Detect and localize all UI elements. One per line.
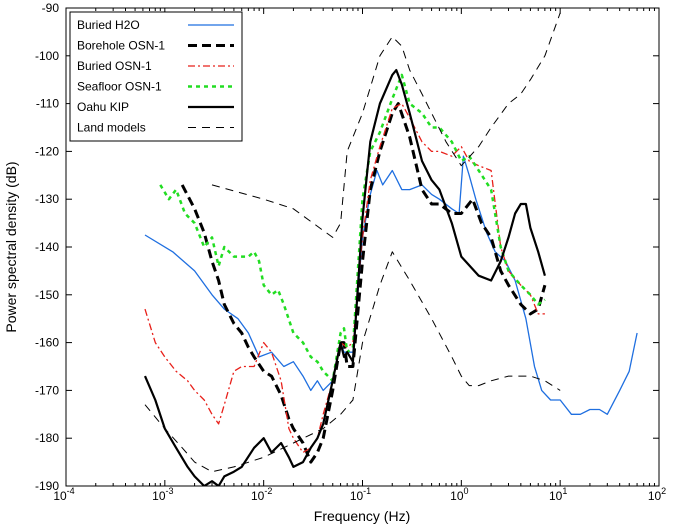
y-tick-label: -190 [35, 479, 59, 493]
y-tick-label: -90 [42, 1, 60, 15]
legend-entry-label: Buried OSN-1 [77, 59, 152, 73]
x-tick-base: 10 [350, 489, 364, 503]
x-tick-label: 10-2 [251, 486, 272, 503]
x-tick-base: 10 [549, 489, 563, 503]
y-tick-label: -140 [35, 240, 59, 254]
x-tick-label: 10-3 [152, 486, 173, 503]
x-tick-base: 10 [648, 489, 662, 503]
x-tick-exponent: 1 [562, 486, 567, 496]
series-line-oahu-kip [143, 68, 546, 486]
x-tick-label: 102 [648, 486, 666, 503]
y-tick-label: -170 [35, 383, 59, 397]
x-tick-label: 100 [450, 486, 468, 503]
legend: Buried H2O Borehole OSN-1 Buried OSN-1 Seaf… [69, 11, 243, 142]
x-tick-base: 10 [450, 489, 464, 503]
x-tick-label: 10-1 [350, 486, 371, 503]
y-tick-label: -130 [35, 192, 59, 206]
series-line-land-models [211, 12, 561, 238]
legend-entry-label: Seafloor OSN-1 [77, 80, 162, 94]
y-axis-label: Power spectral density (dB) [3, 161, 19, 332]
legend-entry-label: Land models [77, 121, 146, 135]
x-axis-label: Frequency (Hz) [314, 508, 410, 524]
x-tick-exponent: -3 [166, 486, 174, 496]
y-tick-label: -180 [35, 431, 59, 445]
legend-entry-label: Buried H2O [77, 18, 140, 32]
series-line-land-models [144, 251, 561, 473]
y-tick-label: -100 [35, 49, 59, 63]
x-tick-base: 10 [53, 489, 67, 503]
x-tick-base: 10 [251, 489, 265, 503]
y-tick-label: -160 [35, 336, 59, 350]
legend-box [69, 11, 243, 142]
x-tick-label: 10-4 [53, 486, 74, 503]
x-tick-label: 101 [549, 486, 567, 503]
x-tick-exponent: -2 [264, 486, 272, 496]
series-line-buried-h2o [144, 155, 638, 415]
y-tick-label: -150 [35, 288, 59, 302]
series-layer [143, 12, 638, 486]
x-tick-exponent: -1 [363, 486, 371, 496]
y-tick-label: -120 [35, 144, 59, 158]
x-tick-base: 10 [152, 489, 166, 503]
y-tick-label: -110 [36, 97, 59, 111]
x-tick-exponent: -4 [67, 486, 75, 496]
legend-entry-label: Borehole OSN-1 [77, 39, 165, 53]
x-tick-exponent: 0 [464, 486, 469, 496]
x-tick-exponent: 2 [661, 486, 666, 496]
axis-ticks: 10-4 10-3 10-2 10-1 100 101 102-190-180-170-16… [35, 1, 666, 503]
legend-entry-label: Oahu KIP [77, 100, 129, 114]
